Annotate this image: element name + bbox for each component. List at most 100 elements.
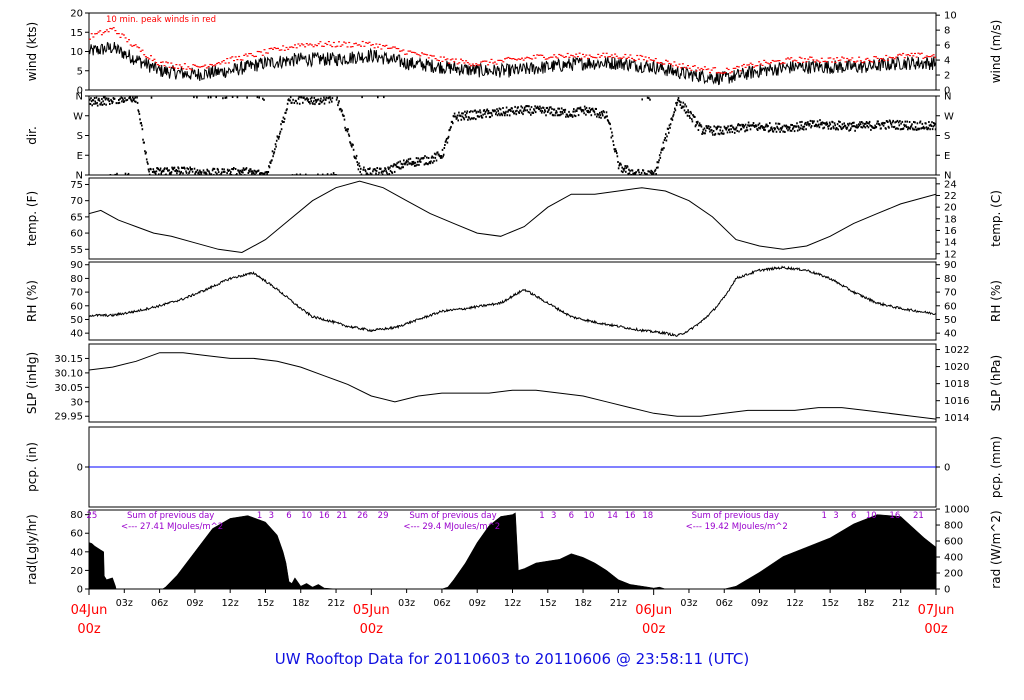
peak-wind-point	[610, 54, 613, 56]
direction-point	[533, 108, 535, 111]
peak-wind-point	[160, 61, 163, 63]
direction-point	[363, 166, 365, 169]
direction-point	[859, 121, 861, 124]
direction-point	[534, 111, 537, 114]
direction-point	[465, 112, 468, 115]
direction-point	[788, 127, 790, 130]
direction-point	[508, 109, 510, 111]
direction-point	[909, 127, 911, 130]
direction-point	[371, 174, 374, 175]
y-tick-label: E	[77, 151, 83, 162]
peak-wind-point	[92, 36, 95, 38]
peak-wind-point	[531, 58, 534, 60]
direction-point	[681, 106, 684, 109]
direction-point	[138, 110, 140, 113]
direction-point	[462, 112, 464, 115]
direction-point	[273, 151, 276, 154]
y-tick-label-right: 1016	[944, 396, 969, 407]
direction-point	[589, 110, 591, 113]
direction-point	[367, 174, 370, 175]
direction-point	[295, 173, 298, 175]
peak-wind-point	[593, 56, 596, 59]
peak-wind-point	[439, 56, 442, 58]
peak-wind-point	[568, 56, 571, 58]
peak-wind-point	[626, 57, 628, 60]
direction-point	[838, 120, 840, 123]
direction-point	[170, 172, 172, 175]
direction-point	[907, 128, 909, 131]
direction-point	[556, 111, 558, 114]
x-tick-label: 12z	[222, 598, 239, 609]
peak-wind-point	[385, 44, 388, 46]
y-tick-label: 0	[77, 585, 83, 596]
peak-wind-point	[820, 57, 823, 59]
direction-point	[597, 113, 600, 116]
direction-point	[876, 122, 878, 125]
direction-point	[625, 170, 627, 173]
peak-wind-point	[890, 57, 893, 59]
direction-point	[196, 169, 199, 172]
peak-wind-point	[837, 60, 840, 62]
direction-point	[790, 129, 793, 132]
direction-point	[239, 169, 242, 172]
direction-point	[745, 129, 747, 132]
direction-point	[843, 122, 845, 125]
peak-wind-point	[836, 57, 839, 59]
direction-point	[374, 169, 377, 172]
peak-wind-point	[400, 50, 403, 52]
direction-point	[860, 126, 862, 129]
direction-point	[620, 163, 622, 166]
direction-point	[271, 159, 273, 162]
peak-wind-point	[917, 52, 920, 54]
direction-point	[646, 96, 649, 99]
direction-point	[522, 110, 525, 113]
peak-wind-point	[697, 67, 700, 69]
direction-point	[707, 125, 710, 128]
direction-point	[418, 160, 421, 163]
peak-wind-point	[246, 55, 249, 57]
direction-point	[553, 108, 556, 111]
direction-point	[800, 124, 803, 127]
solar-sum-value: <--- 29.4 MJoules/m^2	[403, 522, 500, 532]
direction-point	[653, 174, 656, 175]
direction-point	[933, 122, 935, 124]
direction-point	[296, 102, 299, 105]
peak-wind-point	[158, 65, 161, 67]
y-tick-label-right: W	[944, 111, 954, 122]
direction-point	[824, 122, 827, 125]
direction-point	[689, 110, 692, 113]
direction-point	[889, 120, 891, 123]
direction-point	[573, 108, 575, 111]
direction-point	[829, 123, 832, 126]
direction-point	[242, 171, 244, 174]
direction-point	[559, 110, 562, 113]
peak-wind-point	[392, 46, 395, 48]
peak-wind-point	[700, 67, 703, 70]
direction-point	[482, 113, 484, 116]
direction-point	[265, 171, 268, 173]
peak-wind-point	[483, 60, 486, 62]
direction-point	[662, 141, 665, 144]
y-axis-label-right: RH (%)	[989, 280, 1003, 322]
peak-wind-point	[754, 65, 757, 67]
peak-wind-point	[338, 41, 340, 43]
y-tick-label-right: S	[944, 131, 950, 142]
dir-points	[89, 96, 936, 175]
peak-wind-point	[590, 56, 593, 58]
direction-point	[105, 103, 107, 106]
direction-point	[697, 129, 700, 131]
direction-point	[337, 101, 340, 104]
direction-point	[185, 170, 187, 173]
direction-point	[836, 123, 839, 126]
peak-wind-point	[498, 59, 501, 61]
peak-wind-point	[583, 56, 586, 58]
peak-wind-point	[715, 72, 718, 74]
peak-wind-point	[693, 65, 696, 67]
direction-point	[823, 126, 826, 129]
direction-point	[136, 101, 139, 104]
direction-point	[769, 129, 772, 132]
peak-wind-point	[327, 41, 330, 43]
peak-wind-point	[199, 66, 202, 68]
peak-wind-point	[602, 52, 605, 54]
direction-point	[196, 96, 198, 99]
